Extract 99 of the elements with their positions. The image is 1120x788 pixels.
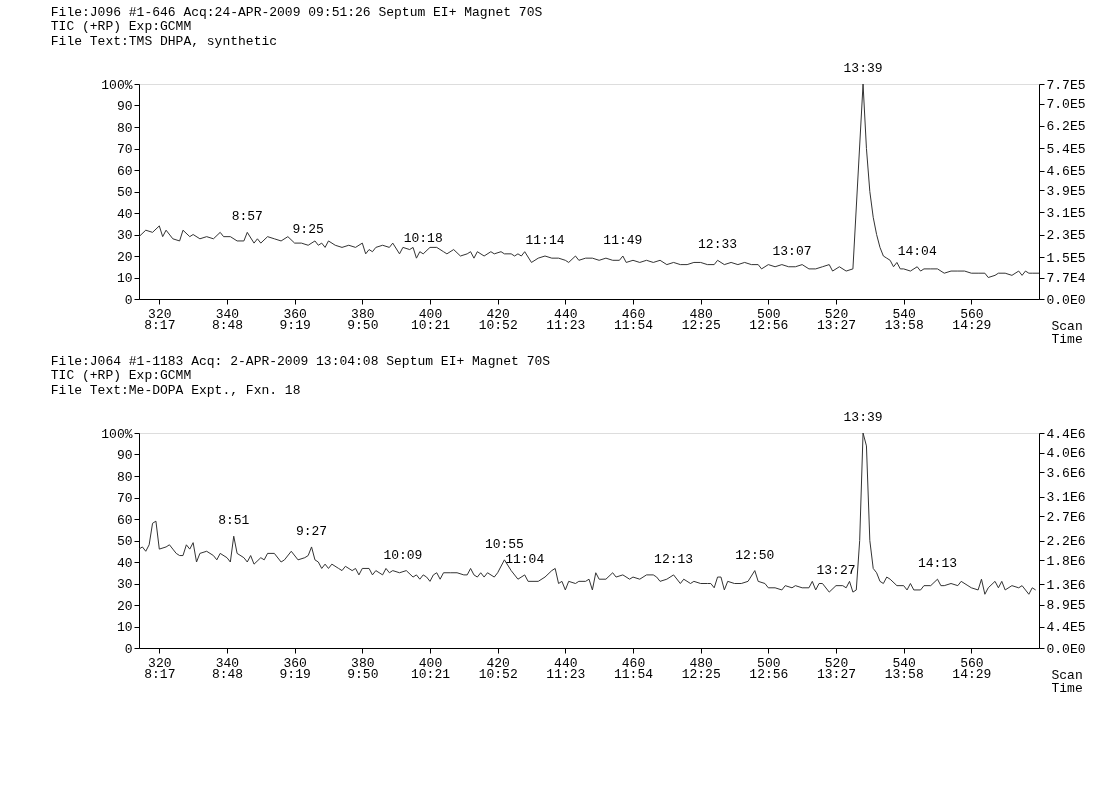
- annotation: 8:57: [231, 209, 263, 225]
- y-tick-label: 50: [116, 534, 133, 549]
- y2-tick-label: 4.6E5: [1046, 164, 1086, 180]
- annotation: 14:13: [917, 556, 957, 572]
- annotation: 13:39: [843, 410, 883, 425]
- y-tick-label: 30: [116, 228, 133, 243]
- y2-tick-label: 2.7E6: [1046, 509, 1086, 525]
- x2-tick-label: 8:17: [144, 666, 176, 682]
- x2-tick-label: 13:58: [884, 317, 924, 333]
- x2-tick-label: 8:48: [211, 666, 244, 682]
- x2-tick-label: 8:17: [144, 317, 176, 333]
- y-tick-label: 20: [116, 249, 133, 265]
- annotation: 11:04: [505, 551, 545, 567]
- y-tick-label: 70: [116, 491, 133, 506]
- x2-tick-label: 10:52: [478, 666, 518, 682]
- x2-tick-label: 8:48: [211, 317, 244, 333]
- annotation: 10:55: [484, 536, 524, 552]
- x2-tick-label: 14:29: [952, 666, 992, 682]
- chart-subtitle: TIC (+RP) Exp:GCMM File Text:Me-DOPA Expt., Fxn. 18: [50, 368, 301, 398]
- x2-tick-label: 9:19: [279, 317, 311, 333]
- annotation: 12:33: [698, 237, 738, 253]
- line-series: [138, 83, 1040, 278]
- y2-tick-label: 1.3E6: [1046, 577, 1086, 593]
- x2-tick-label: 14:29: [952, 317, 992, 333]
- y2-tick-label: 3.6E6: [1046, 465, 1086, 481]
- annotation: 13:27: [816, 562, 856, 578]
- annotation: 14:04: [897, 243, 937, 259]
- annotation: 12:13: [654, 551, 694, 567]
- x2-tick-label: 10:52: [478, 317, 518, 333]
- x2-tick-label: 13:58: [884, 666, 924, 682]
- annotation: 10:18: [403, 230, 443, 246]
- x2-tick-label: 9:50: [347, 317, 379, 333]
- y-tick-label: 60: [116, 512, 133, 528]
- y-tick-label: 40: [116, 206, 133, 222]
- y-tick-label: 60: [116, 163, 133, 179]
- y-tick-label: 0: [124, 292, 133, 308]
- y-tick-label: 80: [116, 120, 133, 136]
- y-tick-label: 30: [116, 577, 133, 592]
- chart-title: File:J064 #1-1183 Acq: 2-APR-2009 13:04:08 Septum EI+ Magnet 70S: [50, 354, 551, 369]
- annotation: 11:14: [525, 233, 565, 248]
- y2-tick-label: 3.1E6: [1046, 490, 1086, 506]
- y2-tick-label: 0.0E0: [1046, 641, 1086, 657]
- y2-tick-label: 2.2E6: [1046, 534, 1086, 549]
- y2-tick-label: 4.4E5: [1046, 620, 1086, 635]
- x2-tick-label: 13:27: [816, 666, 857, 682]
- x2-tick-label: 11:23: [546, 666, 586, 682]
- y2-tick-label: 1.8E6: [1046, 553, 1086, 569]
- y-tick-label: 70: [116, 142, 133, 157]
- y2-tick-label: 0.0E0: [1046, 292, 1086, 308]
- annotation: 9:27: [295, 523, 328, 539]
- y2-tick-label: 3.1E5: [1046, 205, 1086, 221]
- y-tick-label: 0: [124, 641, 133, 657]
- chart-title: File:J096 #1-646 Acq:24-APR-2009 09:51:26 Septum EI+ Magnet 70S: [50, 5, 543, 20]
- x2-tick-label: 12:56: [749, 317, 789, 333]
- y2-tick-label: 4.4E6: [1046, 426, 1086, 442]
- y-tick-label: 20: [116, 598, 133, 614]
- y-tick-label: 40: [116, 555, 133, 571]
- x-axis-title: Scan: [1051, 667, 1083, 683]
- annotation: 13:07: [772, 243, 812, 259]
- y2-tick-label: 6.2E5: [1046, 119, 1086, 135]
- x2-tick-label: 10:21: [411, 666, 451, 682]
- y-tick-label: 80: [116, 469, 133, 485]
- y-tick-label: 50: [116, 185, 133, 200]
- x2-tick-label: 13:27: [816, 317, 857, 333]
- annotation: 8:51: [218, 513, 250, 529]
- x2-tick-label: 12:25: [681, 317, 721, 333]
- x2-tick-label: 11:54: [614, 317, 654, 333]
- x2-tick-label: 9:50: [347, 666, 379, 682]
- annotation: 9:25: [292, 222, 324, 238]
- y2-tick-label: 7.7E4: [1046, 271, 1086, 286]
- x2-tick-label: 11:54: [614, 666, 654, 682]
- y2-tick-label: 7.7E5: [1046, 77, 1086, 93]
- y-tick-label: 10: [116, 620, 133, 635]
- x2-tick-label: 12:56: [749, 666, 789, 682]
- x2-axis-title: Time: [1051, 331, 1083, 347]
- y-tick-label: 10: [116, 271, 133, 286]
- x2-tick-label: 12:25: [681, 666, 721, 682]
- line-series: [138, 432, 1037, 595]
- y-tick-label: 100%: [101, 426, 133, 442]
- x-axis-title: Scan: [1051, 318, 1083, 334]
- y-tick-label: 90: [116, 448, 133, 463]
- annotation: 12:50: [735, 547, 775, 563]
- annotation: 13:39: [843, 61, 883, 76]
- x2-axis-title: Time: [1051, 680, 1083, 696]
- y2-tick-label: 4.0E6: [1046, 446, 1086, 462]
- chart-subtitle: TIC (+RP) Exp:GCMM File Text:TMS DHPA, synthetic: [50, 19, 278, 49]
- x2-tick-label: 11:23: [546, 317, 586, 333]
- y-tick-label: 90: [116, 99, 133, 114]
- y-tick-label: 100%: [101, 77, 133, 93]
- y2-tick-label: 5.4E5: [1046, 141, 1086, 157]
- x2-tick-label: 10:21: [411, 317, 451, 333]
- annotation: 10:09: [383, 547, 423, 563]
- y2-tick-label: 1.5E5: [1046, 250, 1086, 266]
- x2-tick-label: 9:19: [279, 666, 311, 682]
- y2-tick-label: 2.3E5: [1046, 228, 1086, 244]
- y2-tick-label: 3.9E5: [1046, 183, 1086, 199]
- y2-tick-label: 8.9E5: [1046, 598, 1086, 614]
- annotation: 11:49: [603, 233, 643, 248]
- y2-tick-label: 7.0E5: [1046, 97, 1086, 113]
